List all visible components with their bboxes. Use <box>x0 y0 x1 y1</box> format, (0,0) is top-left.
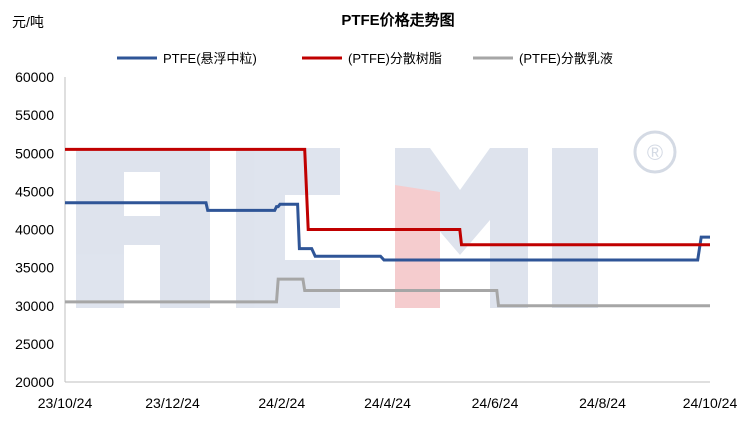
y-axis-unit: 元/吨 <box>12 14 44 30</box>
y-tick-label: 25000 <box>15 336 54 352</box>
y-tick-label: 40000 <box>15 222 54 238</box>
y-tick-label: 35000 <box>15 260 54 276</box>
y-tick-label: 45000 <box>15 183 54 199</box>
y-tick-label: 20000 <box>15 374 54 390</box>
x-tick-label: 24/8/24 <box>579 395 626 411</box>
x-tick-label: 24/2/24 <box>258 395 305 411</box>
y-tick-label: 55000 <box>15 107 54 123</box>
registered-mark: ® <box>647 140 663 165</box>
x-tick-label: 24/4/24 <box>364 395 411 411</box>
y-tick-label: 50000 <box>15 145 54 161</box>
series-line-3 <box>65 277 710 308</box>
x-tick-label: 23/12/24 <box>145 395 200 411</box>
legend-label-2: (PTFE)分散树脂 <box>348 51 442 66</box>
legend: PTFE(悬浮中粒) (PTFE)分散树脂 (PTFE)分散乳液 <box>117 51 613 66</box>
x-tick-label: 24/6/24 <box>472 395 519 411</box>
legend-label-3: (PTFE)分散乳液 <box>519 51 613 66</box>
y-tick-label: 30000 <box>15 298 54 314</box>
legend-label-1: PTFE(悬浮中粒) <box>163 51 257 66</box>
series-line-2 <box>65 147 710 247</box>
x-tick-label: 23/10/24 <box>38 395 93 411</box>
y-tick-labels: 20000 25000 30000 35000 40000 45000 50000 55000… <box>15 69 54 390</box>
y-tick-label: 60000 <box>15 69 54 85</box>
series-lines <box>65 147 710 308</box>
acmi-watermark: ® <box>76 130 677 308</box>
series-line-1 <box>65 201 710 262</box>
chart-title: PTFE价格走势图 <box>341 11 454 29</box>
x-tick-labels: 23/10/24 23/12/24 24/2/24 24/4/24 24/6/24 24/… <box>38 395 738 411</box>
x-tick-label: 24/10/24 <box>683 395 738 411</box>
